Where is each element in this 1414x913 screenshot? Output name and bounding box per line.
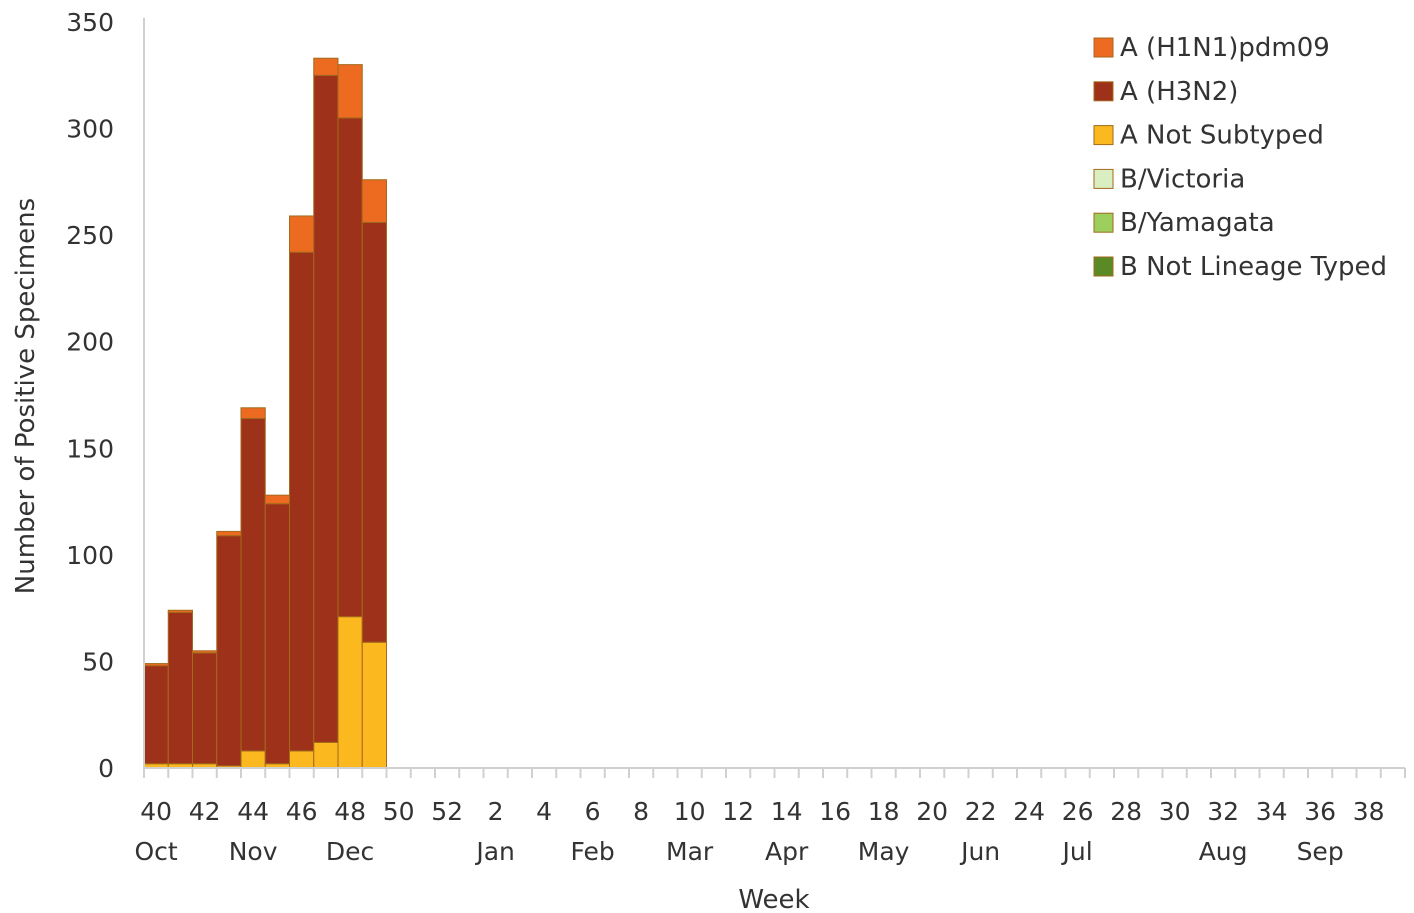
x-week-label: 14 <box>771 797 803 826</box>
x-week-label: 34 <box>1256 797 1288 826</box>
bar-segment <box>192 652 218 765</box>
x-week-label: 32 <box>1207 797 1239 826</box>
x-week-label: 16 <box>819 797 851 826</box>
bar-segment <box>240 407 266 419</box>
x-week-label: 18 <box>868 797 900 826</box>
bar-segment <box>216 530 242 537</box>
y-tick-label: 0 <box>98 754 114 783</box>
bar-segment <box>264 494 290 505</box>
bar-segment <box>337 117 363 618</box>
x-month-label: Nov <box>229 837 278 866</box>
y-tick-label: 350 <box>66 8 114 37</box>
bar-segment <box>192 650 218 654</box>
bar-segment <box>337 616 363 769</box>
x-tick-marks <box>143 768 1406 778</box>
x-week-label: 10 <box>674 797 706 826</box>
bar-segment <box>216 535 242 767</box>
legend-swatch <box>1093 37 1114 58</box>
y-tick-label: 200 <box>66 328 114 357</box>
x-month-label: Aug <box>1199 837 1248 866</box>
y-axis-title: Number of Positive Specimens <box>11 198 41 594</box>
x-month-label: Jul <box>1061 837 1093 866</box>
x-month-label: May <box>858 837 910 866</box>
x-week-label: 20 <box>916 797 948 826</box>
x-month-label: Jun <box>959 837 1000 866</box>
x-month-label: Oct <box>135 837 178 866</box>
bar-segment <box>337 64 363 119</box>
x-week-label: 42 <box>189 797 221 826</box>
x-week-label: 52 <box>431 797 463 826</box>
x-week-label: 44 <box>237 797 269 826</box>
bars-layer <box>143 57 387 769</box>
x-axis-title: Week <box>738 885 809 913</box>
y-tick-label: 250 <box>66 221 114 250</box>
bar-segment <box>143 663 169 667</box>
x-week-label: 26 <box>1062 797 1094 826</box>
legend-swatch <box>1093 168 1114 189</box>
bar-segment <box>289 750 315 769</box>
legend-label: B/Yamagata <box>1120 208 1275 238</box>
x-week-label: 28 <box>1110 797 1142 826</box>
legend-label: B/Victoria <box>1120 164 1245 194</box>
x-week-label: 48 <box>334 797 366 826</box>
x-month-label: Apr <box>765 837 809 866</box>
x-week-labels: 40 42 44 46 48 50 52 2 4 6 8 10 12 14 16 18 20 22 24 26 28 30… <box>140 797 1384 826</box>
y-tick-label: 300 <box>66 115 114 144</box>
bar-segment <box>240 750 266 769</box>
x-week-label: 6 <box>585 797 601 826</box>
x-week-label: 4 <box>536 797 552 826</box>
y-tick-label: 100 <box>66 541 114 570</box>
x-month-label: Dec <box>326 837 374 866</box>
legend-label: B Not Lineage Typed <box>1120 252 1387 282</box>
y-tick-label: 150 <box>66 434 114 463</box>
x-week-label: 50 <box>383 797 415 826</box>
legend-swatch <box>1093 212 1114 233</box>
x-month-label: Sep <box>1297 837 1344 866</box>
legend: A (H1N1)pdm09 A (H3N2) A Not Subtyped B/Vic… <box>1093 33 1387 282</box>
bar-segment <box>264 503 290 765</box>
legend-swatch <box>1093 256 1114 277</box>
bar-segment <box>143 665 169 765</box>
legend-swatch <box>1093 81 1114 102</box>
bar-segment <box>289 215 315 253</box>
x-week-label: 22 <box>965 797 997 826</box>
x-week-label: 2 <box>488 797 504 826</box>
x-month-labels: Oct Nov Dec Jan Feb Mar Apr May Jun Jul Aug Sep <box>135 837 1344 866</box>
y-tick-labels: 0 50 100 150 200 250 300 350 <box>66 8 114 783</box>
legend-label: A (H1N1)pdm09 <box>1120 33 1330 63</box>
x-month-label: Feb <box>570 837 614 866</box>
legend-swatch <box>1093 125 1114 146</box>
bar-segment <box>313 74 339 743</box>
legend-label: A (H3N2) <box>1120 77 1238 107</box>
bar-segment <box>167 611 193 765</box>
bar-segment <box>167 609 193 613</box>
x-week-label: 30 <box>1159 797 1191 826</box>
x-week-label: 38 <box>1353 797 1385 826</box>
x-week-label: 36 <box>1304 797 1336 826</box>
bar-segment <box>313 741 339 769</box>
bar-segment <box>240 417 266 752</box>
legend-label: A Not Subtyped <box>1120 121 1324 151</box>
x-week-label: 8 <box>633 797 649 826</box>
bar-segment <box>361 641 387 769</box>
x-week-label: 12 <box>722 797 754 826</box>
bar-segment <box>313 57 339 76</box>
bar-segment <box>361 179 387 223</box>
bar-segment <box>361 221 387 643</box>
x-week-label: 40 <box>140 797 172 826</box>
x-month-label: Jan <box>474 837 515 866</box>
x-month-label: Mar <box>666 837 714 866</box>
x-week-label: 24 <box>1013 797 1045 826</box>
bar-segment <box>289 251 315 752</box>
x-week-label: 46 <box>286 797 318 826</box>
y-tick-label: 50 <box>82 647 114 676</box>
